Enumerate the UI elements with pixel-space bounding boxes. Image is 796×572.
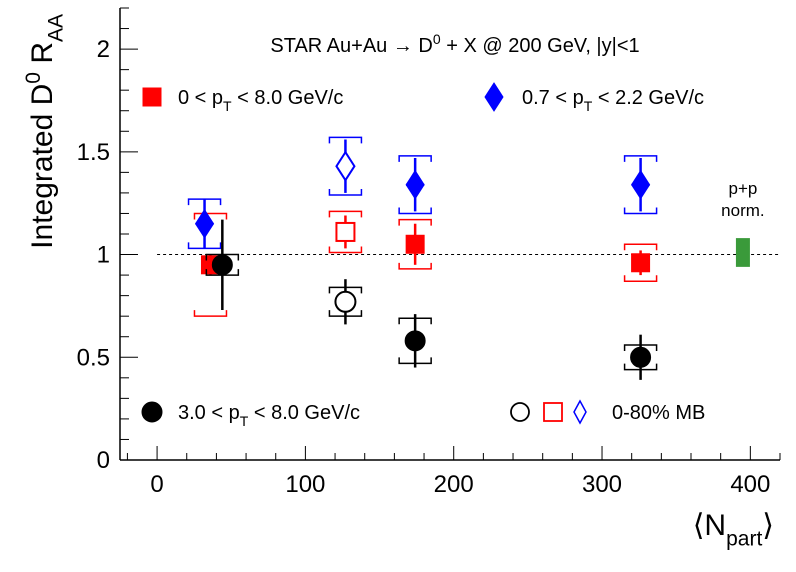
- y-tick-label: 1.5: [77, 139, 110, 166]
- sys-bracket-bottom: [623, 275, 658, 283]
- x-axis-title: ⟨Npart⟩: [693, 509, 774, 551]
- x-tick-label: 400: [730, 471, 770, 498]
- sys-bracket-bottom: [328, 246, 363, 254]
- x-tick-label: 200: [434, 471, 474, 498]
- sys-bracket-top: [398, 155, 432, 162]
- sys-bracket-top: [623, 155, 658, 162]
- pp-norm-box: [735, 238, 750, 267]
- sys-bracket-bottom: [398, 207, 432, 215]
- sys-bracket-bottom: [193, 310, 228, 317]
- data-point: [211, 254, 233, 276]
- y-tick-label: 2: [97, 36, 110, 63]
- legend-marker: [573, 399, 587, 425]
- pp-norm-label: norm.: [721, 201, 764, 220]
- data-point: [630, 169, 651, 200]
- data-point: [335, 221, 356, 242]
- sys-bracket-bottom: [398, 262, 432, 270]
- legend-marker: [484, 82, 504, 112]
- data-point: [404, 330, 426, 352]
- x-tick-label: 100: [285, 471, 325, 498]
- legend-marker: [141, 401, 163, 423]
- data-point: [334, 290, 357, 313]
- y-axis-title: Integrated D0 RAA: [22, 14, 68, 249]
- data-point: [631, 253, 651, 273]
- legend-label: 0 < pT < 8.0 GeV/c: [178, 87, 343, 114]
- data-point: [194, 208, 215, 239]
- y-tick-label: 0: [97, 447, 110, 474]
- x-tick-label: 0: [150, 471, 163, 498]
- legend-marker: [510, 402, 530, 422]
- legend-label: 0.7 < pT < 2.2 GeV/c: [522, 87, 704, 114]
- chart-title: STAR Au+Au → D0 + X @ 200 GeV, |y|<1: [270, 31, 639, 57]
- sys-bracket-top: [193, 212, 228, 220]
- sys-bracket-top: [328, 136, 363, 144]
- y-tick-label: 1: [97, 242, 110, 269]
- legend-marker: [543, 402, 563, 422]
- sys-bracket-top: [398, 218, 432, 226]
- legend-label: 3.0 < pT < 8.0 GeV/c: [178, 402, 360, 429]
- pp-norm-label: p+p: [728, 179, 757, 198]
- sys-bracket-bottom: [328, 188, 363, 196]
- x-tick-label: 300: [582, 471, 622, 498]
- data-point: [335, 150, 356, 183]
- data-point: [405, 169, 425, 200]
- sys-bracket-bottom: [623, 207, 658, 215]
- data-point: [630, 346, 652, 368]
- y-tick-label: 0.5: [77, 344, 110, 371]
- sys-bracket-top: [623, 243, 658, 251]
- sys-bracket-bottom: [187, 242, 222, 250]
- sys-bracket-top: [328, 210, 363, 218]
- data-point: [405, 234, 425, 254]
- legend-marker: [142, 87, 162, 107]
- legend-label: 0-80% MB: [612, 402, 705, 424]
